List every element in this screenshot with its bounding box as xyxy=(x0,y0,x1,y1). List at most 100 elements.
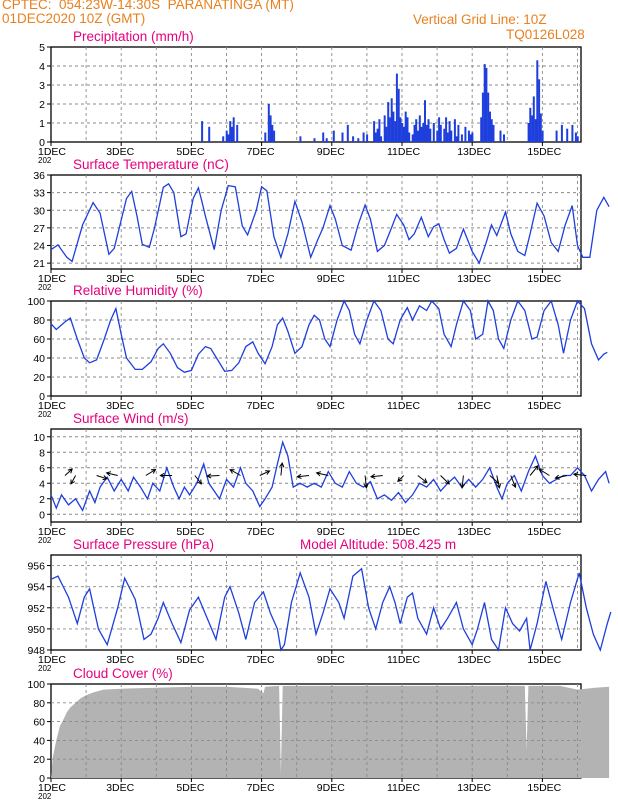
precip-bar xyxy=(229,121,232,142)
precip-bar xyxy=(413,124,416,142)
rh-frame xyxy=(50,300,582,397)
precip-bar xyxy=(387,102,390,142)
rh-xtick-label: 9DEC xyxy=(317,400,345,412)
rh-ytick-label: 100 xyxy=(27,296,45,308)
precip-bar xyxy=(332,130,335,142)
cloud-xtick-label: 5DEC xyxy=(176,782,204,794)
precip-bar xyxy=(460,134,463,142)
wind-wind-vector xyxy=(315,471,329,477)
pressure-xtick-label: 11DEC xyxy=(387,654,420,666)
precip-bar xyxy=(450,130,453,142)
precip-bar xyxy=(490,119,493,142)
precip-bar xyxy=(438,117,441,142)
precip-bar xyxy=(503,134,505,142)
rh-ytick-label: 80 xyxy=(33,315,45,327)
precip-bar xyxy=(273,130,276,142)
wind-wind-vector xyxy=(538,468,550,476)
temp-xtick-label: 3DEC xyxy=(106,273,134,285)
cloud-xtick-label: 15DEC xyxy=(527,782,561,794)
precip-bar xyxy=(532,96,535,142)
pressure-xtick-label: 1DEC xyxy=(38,654,66,666)
precip-bar xyxy=(380,136,383,142)
precip-bar xyxy=(231,126,233,142)
precip-xtick-label: 9DEC xyxy=(317,146,345,158)
precip-xtick-label: 13DEC xyxy=(457,146,491,158)
precip-frame xyxy=(50,46,582,143)
wind-wind-vector xyxy=(363,475,369,489)
wind-year-label: 202 xyxy=(38,536,52,545)
precip-bar xyxy=(492,124,495,142)
pressure-ytick-label: 948 xyxy=(27,645,45,657)
precip-bar xyxy=(352,136,355,142)
wind-wind-vector xyxy=(369,473,383,479)
precip-bar xyxy=(222,136,225,142)
pressure-panel xyxy=(47,554,612,654)
header-date: 01DEC2020 10Z (GMT) xyxy=(2,11,146,26)
cloud-panel xyxy=(47,683,610,782)
pressure-xtick-label: 5DEC xyxy=(176,654,204,666)
cloud-ytick-label: 60 xyxy=(33,717,45,729)
precip-bar xyxy=(383,115,386,142)
temp-ytick-label: 27 xyxy=(33,223,45,235)
precip-xtick-label: 3DEC xyxy=(106,146,134,158)
header-grid-line: Vertical Grid Line: 10Z xyxy=(413,12,547,27)
precip-bar xyxy=(499,130,502,142)
precip-xtick-label: 11DEC xyxy=(387,146,420,158)
cloud-ytick-label: 20 xyxy=(33,754,45,766)
rh-xtick-label: 7DEC xyxy=(247,400,275,412)
wind-xtick-label: 5DEC xyxy=(176,526,204,538)
wind-wind-vector xyxy=(496,475,502,489)
precip-bar xyxy=(267,104,270,142)
cloud-xtick-label: 7DEC xyxy=(247,782,275,794)
cloud-ytick-label: 100 xyxy=(27,679,45,691)
temp-title: Surface Temperature (nC) xyxy=(73,157,229,172)
pressure-year-label: 202 xyxy=(38,664,52,673)
cloud-xtick-label: 13DEC xyxy=(457,782,491,794)
precip-bar xyxy=(395,73,398,142)
precip-bar xyxy=(425,124,428,142)
wind-xtick-label: 13DEC xyxy=(457,526,491,538)
precip-bar xyxy=(418,115,421,142)
rh-ytick-label: 40 xyxy=(33,353,45,365)
precip-xtick-label: 1DEC xyxy=(38,146,66,158)
precip-bar xyxy=(376,128,379,142)
precip-bar xyxy=(201,121,204,142)
precip-bar xyxy=(455,136,458,142)
precip-panel xyxy=(47,46,582,146)
temp-ytick-label: 30 xyxy=(33,205,45,217)
rh-panel xyxy=(47,299,608,400)
cloud-ytick-label: 40 xyxy=(33,735,45,747)
cloud-year-label: 202 xyxy=(38,792,52,800)
precip-xtick-label: 15DEC xyxy=(527,146,561,158)
precip-bar xyxy=(538,79,541,142)
precip-bar xyxy=(566,128,569,142)
precip-bar xyxy=(325,138,328,142)
precip-bar xyxy=(432,123,435,142)
precip-bar xyxy=(403,126,405,142)
precip-bar xyxy=(469,134,472,142)
temp-ytick-label: 33 xyxy=(33,188,45,200)
precip-bar xyxy=(467,130,470,142)
wind-wind-vector xyxy=(296,473,310,479)
precip-bar xyxy=(397,88,400,142)
pressure-frame xyxy=(50,554,582,651)
wind-xtick-label: 11DEC xyxy=(387,526,420,538)
header-model-id: TQ0126L028 xyxy=(506,27,585,42)
precip-bar xyxy=(453,119,456,142)
wind-wind-vector xyxy=(417,475,428,484)
precip-bar xyxy=(422,123,425,142)
wind-wind-vector xyxy=(440,475,450,485)
temp-xtick-label: 13DEC xyxy=(457,273,491,285)
precip-bar xyxy=(374,132,377,142)
precip-bar xyxy=(471,132,474,142)
precip-xtick-label: 5DEC xyxy=(176,146,204,158)
precip-year-label: 202 xyxy=(38,156,52,165)
temp-frame xyxy=(50,174,582,270)
precip-bar xyxy=(446,132,449,142)
precip-bar xyxy=(236,124,239,142)
precip-xtick-label: 7DEC xyxy=(247,146,275,158)
temp-xtick-label: 11DEC xyxy=(387,273,420,285)
wind-frame xyxy=(50,428,582,523)
